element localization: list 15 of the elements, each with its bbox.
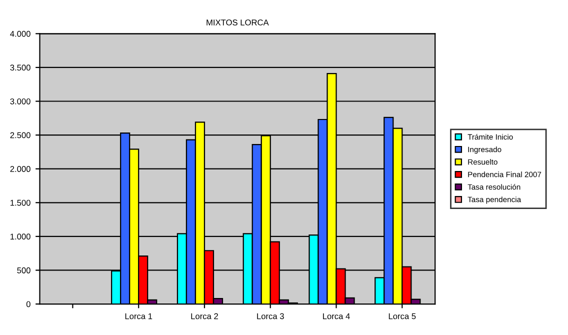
- y-tick-label: 3.000: [10, 98, 30, 104]
- y-tick-label: 1.000: [10, 234, 30, 240]
- y-tick-label: 4.000: [10, 30, 30, 37]
- y-tick-label: 0: [26, 301, 30, 308]
- x-tick-label: Lorca 3: [257, 313, 284, 320]
- y-tick-label: 1.500: [10, 200, 30, 206]
- x-tick-label: Lorca 5: [388, 313, 416, 320]
- y-tick-label: 3.500: [10, 64, 30, 71]
- x-tick-label: Lorca 1: [125, 313, 152, 320]
- y-tick-label: 2.000: [10, 166, 30, 172]
- y-tick-label: 2.500: [10, 132, 30, 138]
- chart-title: MIXTOS LORCA: [206, 20, 269, 26]
- x-tick-label: Lorca 4: [323, 313, 350, 320]
- x-tick-label: Lorca 2: [191, 313, 218, 320]
- y-tick-label: 500: [17, 267, 30, 274]
